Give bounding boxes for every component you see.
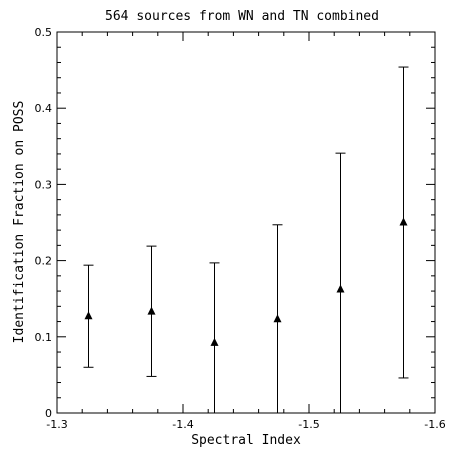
x-tick-label: -1.5: [298, 418, 319, 431]
x-tick-label: -1.6: [424, 418, 445, 431]
data-point-triangle: [210, 337, 219, 346]
x-tick-label: -1.3: [46, 418, 67, 431]
data-point-triangle: [273, 314, 282, 323]
y-axis-label: Identification Fraction on POSS: [12, 101, 27, 344]
y-tick-label: 0.4: [35, 102, 53, 115]
plot-frame: [56, 31, 436, 414]
data-point-triangle: [336, 284, 345, 293]
data-point-triangle: [147, 306, 156, 315]
y-tick-label: 0.1: [35, 331, 53, 344]
tick-labels: -1.3 -1.4 -1.5 -1.6 0 0.1 0.2 0.3 0.4 0.5: [35, 26, 446, 431]
data-series: [83, 66, 409, 413]
axis-ticks: [56, 31, 436, 414]
data-point-triangle: [84, 311, 93, 320]
x-axis-label: Spectral Index: [191, 433, 301, 448]
chart-title: 564 sources from WN and TN combined: [105, 9, 379, 24]
y-tick-label: 0.2: [35, 255, 53, 268]
y-tick-label: 0.5: [35, 26, 53, 39]
data-point-triangle: [399, 217, 408, 226]
y-tick-label: 0.3: [35, 178, 53, 191]
x-tick-label: -1.4: [172, 418, 193, 431]
y-tick-label: 0: [45, 407, 52, 420]
